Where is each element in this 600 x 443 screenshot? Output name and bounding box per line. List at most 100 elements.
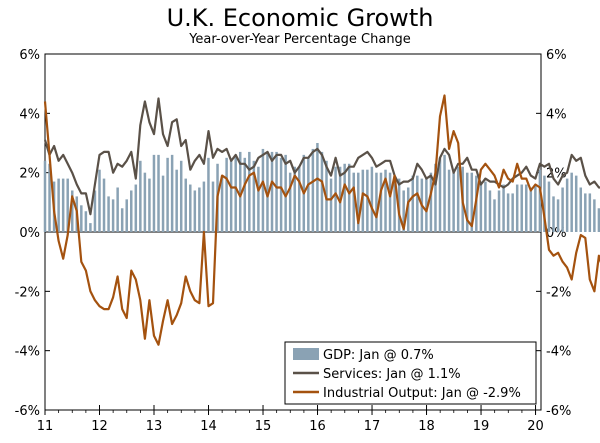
x-tick-label: 20 — [527, 419, 544, 434]
gdp-bar — [288, 172, 292, 232]
gdp-bar — [361, 169, 365, 232]
gdp-bar — [552, 196, 555, 232]
gdp-bar — [298, 166, 301, 232]
gdp-bar — [447, 169, 451, 232]
gdp-bar — [266, 151, 269, 232]
x-tick-label: 14 — [200, 419, 217, 434]
gdp-bar — [107, 196, 110, 232]
y-tick-label-left: 4% — [19, 107, 40, 122]
gdp-bar — [479, 181, 483, 232]
gdp-bar — [184, 178, 187, 232]
industrial-output-line — [43, 94, 600, 346]
gdp-bar — [438, 157, 442, 232]
gdp-bar — [543, 175, 546, 232]
legend-box — [284, 341, 537, 405]
gdp-bar — [352, 172, 355, 232]
gdp-bar — [388, 172, 392, 232]
gdp-bar — [98, 169, 101, 232]
gdp-bar — [334, 166, 337, 232]
gdp-bar — [202, 181, 206, 232]
gdp-bar — [157, 154, 160, 232]
gdp-bar — [470, 172, 474, 232]
gdp-bar — [125, 199, 128, 232]
gdp-bar — [130, 190, 133, 232]
gdp-bar — [520, 184, 523, 232]
gdp-bar — [506, 193, 510, 232]
y-tick-label-left: -6% — [15, 404, 40, 419]
legend-swatch-gdp — [293, 348, 319, 360]
gdp-bar — [261, 148, 265, 232]
y-tick-label-left: 6% — [19, 48, 40, 63]
gdp-bar — [443, 154, 446, 232]
gdp-bar — [406, 187, 410, 232]
gdp-bar — [238, 151, 242, 232]
x-tick-label: 15 — [255, 419, 272, 434]
x-tick-label: 13 — [146, 419, 163, 434]
gdp-bar — [93, 190, 97, 232]
gdp-bar — [393, 175, 396, 232]
gdp-bar — [343, 163, 346, 232]
y-tick-label-left: 0% — [19, 226, 40, 241]
gdp-bar — [152, 154, 156, 232]
y-tick-label-right: -2% — [546, 285, 571, 300]
gdp-bar — [316, 143, 319, 232]
gdp-bar — [225, 157, 228, 232]
gdp-bar — [311, 148, 315, 232]
gdp-bar — [416, 175, 419, 232]
y-tick-label-left: -4% — [15, 345, 40, 360]
gdp-bar — [584, 193, 587, 232]
gdp-bar — [370, 166, 374, 232]
gdp-bar — [43, 160, 47, 232]
gdp-bar — [166, 157, 169, 232]
gdp-bar — [320, 151, 324, 232]
gdp-bar — [547, 181, 551, 232]
gdp-bar — [357, 172, 360, 232]
gdp-bar — [57, 178, 60, 232]
gdp-bar — [375, 172, 378, 232]
gdp-bar — [366, 169, 369, 232]
gdp-bar — [488, 190, 492, 232]
gdp-bar — [511, 193, 514, 232]
gdp-bar — [148, 178, 151, 232]
gdp-bar — [70, 190, 74, 232]
gdp-bar — [111, 199, 115, 232]
gdp-bar — [179, 160, 183, 232]
gdp-bar — [561, 187, 564, 232]
gdp-bar — [402, 190, 405, 232]
gdp-bar — [593, 199, 596, 232]
gdp-bar — [456, 166, 460, 232]
gdp-bar — [234, 154, 237, 232]
gdp-bar — [66, 178, 69, 232]
legend-label: Industrial Output: Jan @ -2.9% — [323, 386, 521, 401]
gdp-bar — [293, 166, 296, 232]
gdp-bar — [529, 187, 533, 232]
x-tick-label: 16 — [309, 419, 326, 434]
gdp-bar — [120, 208, 124, 232]
gdp-bar — [538, 169, 542, 232]
chart-subtitle: Year-over-Year Percentage Change — [189, 32, 411, 47]
gdp-bar — [248, 151, 251, 232]
gdp-bar — [270, 151, 274, 232]
gdp-bar — [198, 187, 201, 232]
legend-label: Services: Jan @ 1.1% — [323, 367, 461, 382]
gdp-bar — [425, 178, 428, 232]
gdp-bar — [48, 163, 51, 232]
gdp-bar — [452, 172, 455, 232]
y-tick-label-left: -2% — [15, 285, 40, 300]
gdp-bar — [220, 175, 224, 232]
gdp-bar — [534, 184, 537, 232]
gdp-bar — [515, 184, 519, 232]
gdp-bar — [434, 163, 437, 232]
gdp-bar — [466, 172, 469, 232]
gdp-bar — [307, 157, 310, 232]
y-tick-label-left: 2% — [19, 167, 40, 182]
x-tick-label: 12 — [91, 419, 108, 434]
gdp-bar — [525, 184, 528, 232]
gdp-bar — [384, 169, 387, 232]
gdp-bar — [493, 199, 496, 232]
gdp-bar — [429, 172, 433, 232]
gdp-bar — [89, 223, 92, 232]
gdp-bar — [279, 157, 283, 232]
gdp-bar — [347, 163, 351, 232]
